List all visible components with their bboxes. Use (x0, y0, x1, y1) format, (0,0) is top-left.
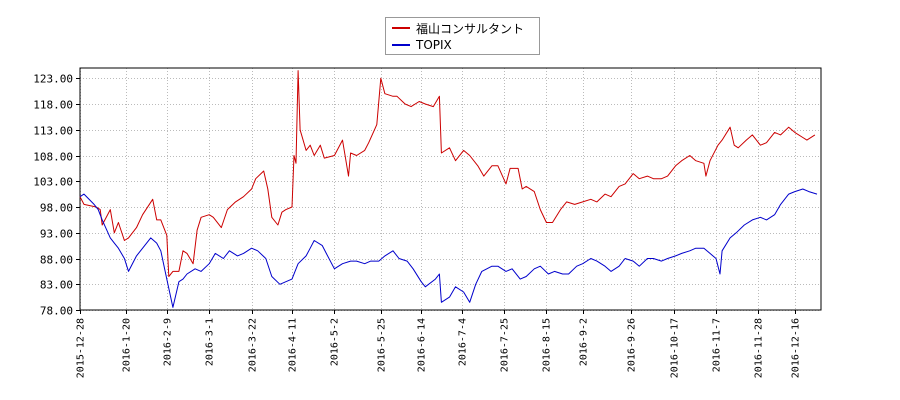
x-tick-label: 2016-2-9 (163, 318, 174, 366)
legend: 福山コンサルタント TOPIX (385, 17, 540, 55)
legend-swatch-series-2 (392, 44, 410, 46)
legend-swatch-series-1 (392, 27, 410, 29)
x-tick-label: 2016-11-28 (754, 318, 765, 378)
series-lines (79, 70, 818, 308)
plot-area-frame (79, 67, 822, 311)
legend-item-series-2: TOPIX (392, 37, 452, 53)
y-tick-label: 78.00 (40, 305, 73, 318)
x-tick-label: 2016-3-22 (248, 318, 259, 372)
x-tick-label: 2016-7-4 (458, 318, 469, 366)
x-tick-label: 2016-9-26 (627, 318, 638, 372)
y-tick-label: 123.00 (33, 73, 73, 86)
y-tick-label: 108.00 (33, 151, 73, 164)
series-line-2 (79, 188, 818, 308)
y-tick-label: 93.00 (40, 228, 73, 241)
series-line-1 (79, 70, 816, 277)
x-tick-label: 2016-4-11 (288, 318, 299, 372)
y-tick-label: 83.00 (40, 279, 73, 292)
x-tick-label: 2016-12-16 (791, 318, 802, 378)
x-tick-label: 2016-5-2 (330, 318, 341, 366)
y-tick-label: 98.00 (40, 202, 73, 215)
x-tick-label: 2016-6-14 (417, 318, 428, 372)
x-tick-label: 2015-12-28 (76, 318, 87, 378)
x-tick-label: 2016-3-1 (205, 318, 216, 366)
x-axis: 2015-12-28 2016-1-20 2016-2-9 2016-3-1 2016-… (76, 310, 802, 378)
x-tick-label: 2016-7-25 (500, 318, 511, 372)
x-tick-label: 2016-5-25 (377, 318, 388, 372)
x-tick-label: 2016-9-2 (579, 318, 590, 366)
y-tick-label: 118.00 (33, 99, 73, 112)
y-axis: 78.00 83.00 88.00 93.00 98.00 103.00 108.00 113… (33, 73, 80, 318)
grid-lines (80, 68, 821, 311)
legend-item-series-1: 福山コンサルタント (392, 20, 524, 36)
x-tick-label: 2016-10-17 (670, 318, 681, 378)
y-tick-label: 88.00 (40, 254, 73, 267)
y-tick-label: 113.00 (33, 125, 73, 138)
y-tick-label: 103.00 (33, 176, 73, 189)
legend-label-series-2: TOPIX (416, 38, 452, 52)
x-tick-label: 2016-11-7 (712, 318, 723, 372)
x-tick-label: 2016-8-15 (542, 318, 553, 372)
legend-label-series-1: 福山コンサルタント (416, 21, 525, 36)
x-tick-label: 2016-1-20 (122, 318, 133, 372)
